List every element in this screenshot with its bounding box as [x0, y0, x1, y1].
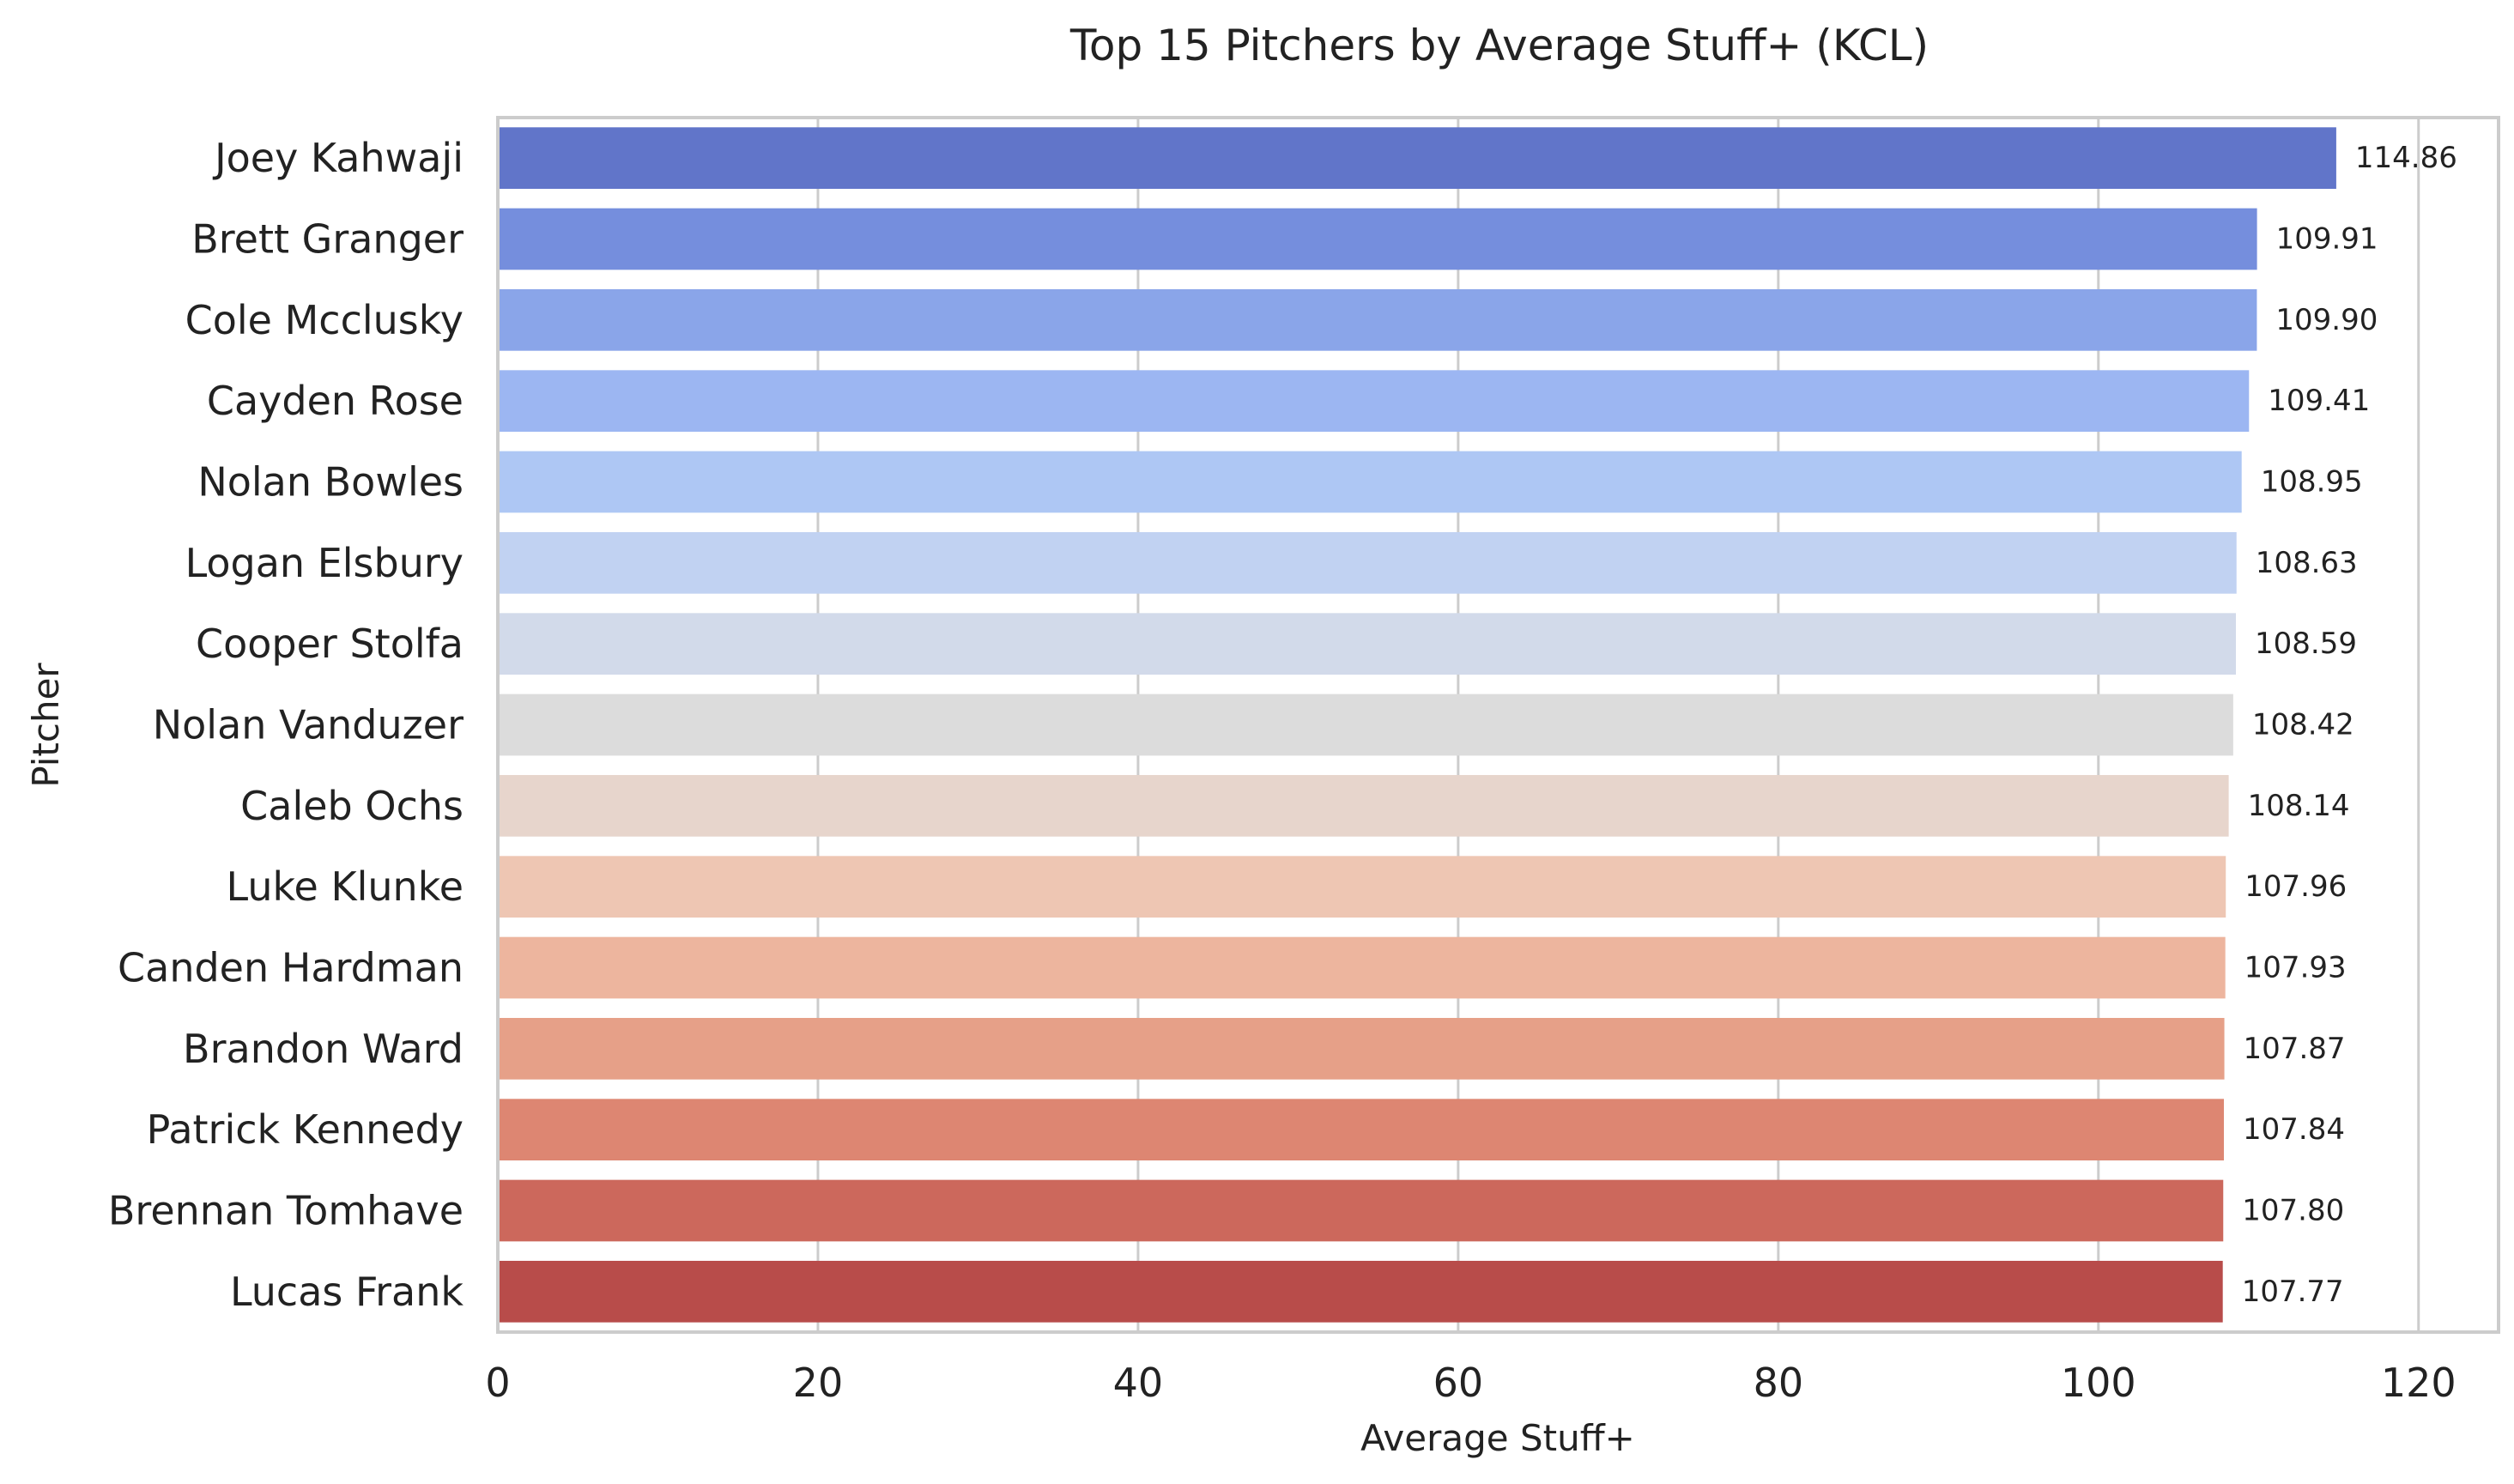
bar	[498, 127, 2336, 190]
x-tick-label: 0	[485, 1360, 510, 1406]
value-label: 109.91	[2276, 222, 2378, 257]
y-tick-label: Lucas Frank	[230, 1269, 463, 1315]
y-tick-label: Patrick Kennedy	[147, 1106, 463, 1153]
x-axis-label: Average Stuff+	[1360, 1417, 1635, 1459]
bar	[498, 288, 2257, 351]
y-tick-label: Cooper Stolfa	[196, 621, 463, 667]
value-label: 109.90	[2275, 303, 2378, 337]
value-label: 108.42	[2252, 708, 2354, 742]
x-tick-label: 80	[1754, 1360, 1804, 1406]
y-tick-label: Cayden Rose	[207, 378, 463, 424]
plot-frame	[496, 116, 2500, 1334]
y-axis-label: Pitcher	[25, 663, 67, 788]
value-label: 107.80	[2242, 1194, 2344, 1228]
value-label: 107.93	[2244, 951, 2347, 985]
y-tick-label: Cole Mcclusky	[185, 297, 463, 343]
value-label: 108.95	[2261, 465, 2363, 500]
x-tick-label: 60	[1433, 1360, 1484, 1406]
bar	[498, 694, 2233, 756]
x-tick-labels: 0 20 40 60 80 100 120	[485, 1360, 2456, 1406]
bar	[498, 774, 2229, 837]
value-label: 107.84	[2243, 1112, 2345, 1147]
y-tick-label: Brett Granger	[191, 216, 463, 263]
bars	[498, 127, 2336, 1323]
bar	[498, 856, 2226, 918]
bar	[498, 1099, 2225, 1161]
y-tick-label: Canden Hardman	[118, 945, 463, 991]
bar	[498, 531, 2237, 594]
y-tick-label: Caleb Ochs	[240, 783, 463, 829]
chart-title: Top 15 Pitchers by Average Stuff+ (KCL)	[1069, 21, 1929, 70]
bar	[498, 451, 2242, 513]
y-tick-label: Brennan Tomhave	[108, 1188, 463, 1234]
y-tick-label: Luke Klunke	[227, 863, 463, 910]
y-tick-labels: Joey Kahwaji Brett Granger Cole Mcclusky Ca…	[108, 135, 464, 1315]
value-label: 108.14	[2248, 789, 2350, 823]
x-tick-label: 120	[2381, 1360, 2456, 1406]
bar	[498, 613, 2236, 675]
value-label: 107.96	[2244, 869, 2347, 904]
value-labels: 114.86 109.91 109.90 109.41 108.95 108.63 108.…	[2242, 141, 2457, 1309]
bar	[498, 370, 2250, 433]
value-label: 108.63	[2256, 546, 2358, 580]
bar	[498, 208, 2257, 270]
x-tick-label: 20	[793, 1360, 844, 1406]
bar	[498, 1017, 2225, 1080]
y-tick-label: Brandon Ward	[183, 1026, 463, 1072]
value-label: 108.59	[2255, 627, 2357, 661]
y-tick-label: Nolan Vanduzer	[153, 702, 463, 748]
bar	[498, 1260, 2223, 1323]
value-label: 107.77	[2242, 1275, 2344, 1309]
x-tick-label: 100	[2061, 1360, 2136, 1406]
bar	[498, 936, 2226, 999]
y-tick-label: Nolan Bowles	[197, 459, 463, 506]
value-label: 109.41	[2268, 384, 2370, 418]
y-tick-label: Logan Elsbury	[185, 540, 463, 586]
y-tick-label: Joey Kahwaji	[212, 135, 463, 181]
x-tick-label: 40	[1113, 1360, 1164, 1406]
value-label: 114.86	[2355, 141, 2457, 175]
value-label: 107.87	[2244, 1032, 2346, 1066]
bar	[498, 1179, 2224, 1242]
